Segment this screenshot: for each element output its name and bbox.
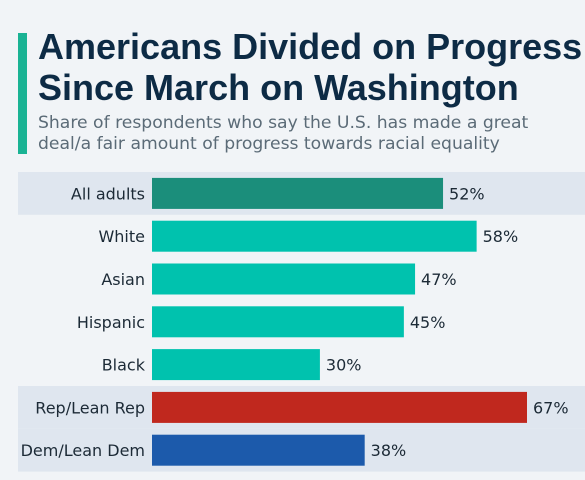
category-label-hispanic: Hispanic: [77, 313, 145, 332]
chart-title: Americans Divided on Progress Since Marc…: [38, 26, 583, 108]
value-label-white: 58%: [483, 227, 519, 246]
category-label-all-adults: All adults: [71, 184, 145, 203]
bar-black: [152, 349, 320, 381]
bar-rep-lean-rep: [152, 391, 527, 423]
value-label-all-adults: 52%: [449, 184, 485, 203]
value-label-dem-lean-dem: 38%: [371, 441, 407, 460]
value-label-hispanic: 45%: [410, 313, 446, 332]
value-label-rep-lean-rep: 67%: [533, 398, 569, 417]
category-label-black: Black: [102, 356, 146, 375]
bar-asian: [152, 263, 416, 295]
bar-hispanic: [152, 306, 404, 338]
bar-all-adults: [152, 177, 444, 209]
category-label-asian: Asian: [101, 270, 145, 289]
title-accent-bar: [18, 33, 27, 154]
chart-subtitle: Share of respondents who say the U.S. ha…: [38, 113, 529, 154]
value-label-black: 30%: [326, 356, 362, 375]
category-label-white: White: [98, 227, 145, 246]
category-label-dem-lean-dem: Dem/Lean Dem: [21, 441, 145, 460]
value-label-asian: 47%: [421, 270, 457, 289]
bar-dem-lean-dem: [152, 434, 365, 466]
bar-white: [152, 220, 477, 252]
category-label-rep-lean-rep: Rep/Lean Rep: [35, 398, 145, 417]
